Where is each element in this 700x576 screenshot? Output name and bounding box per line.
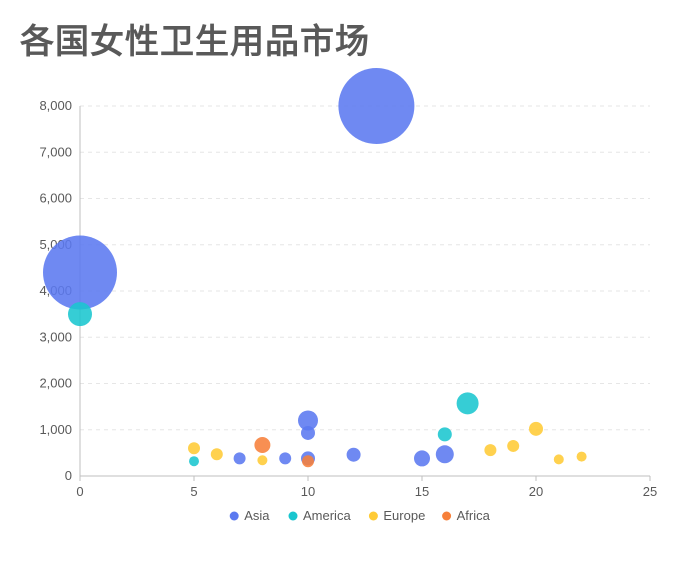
bubble-europe[interactable] <box>484 444 497 457</box>
y-tick-label: 0 <box>65 468 72 483</box>
bubble-america[interactable] <box>189 456 199 467</box>
grid-lines <box>80 105 650 431</box>
legend-item-africa[interactable]: Africa <box>442 508 491 523</box>
legend-marker <box>229 511 239 521</box>
bubble-asia[interactable] <box>43 235 117 310</box>
legend-marker <box>288 511 298 521</box>
bubble-europe[interactable] <box>553 454 564 465</box>
legend-label: Europe <box>383 508 425 523</box>
y-tick-label: 3,000 <box>39 329 72 344</box>
legend-item-asia[interactable]: Asia <box>229 508 271 523</box>
y-tick-label: 8,000 <box>39 98 72 113</box>
legend-label: Africa <box>457 508 491 523</box>
bubble-america[interactable] <box>437 427 452 442</box>
bubble-asia[interactable] <box>233 452 246 465</box>
y-tick-label: 2,000 <box>39 376 72 391</box>
bubble-asia[interactable] <box>298 410 318 431</box>
x-tick-label: 5 <box>190 484 197 499</box>
bubble-asia[interactable] <box>414 450 430 467</box>
bubble-america[interactable] <box>456 392 479 415</box>
bubble-africa[interactable] <box>254 437 271 454</box>
bubble-europe[interactable] <box>529 421 543 436</box>
x-tick-label: 0 <box>76 484 83 499</box>
legend-label: Asia <box>244 508 270 523</box>
bubble-asia[interactable] <box>301 425 315 440</box>
bubble-europe[interactable] <box>576 451 587 462</box>
bubble-asia[interactable] <box>279 452 292 465</box>
bubbles <box>43 68 587 468</box>
legend-label: America <box>303 508 351 523</box>
legend-item-europe[interactable]: Europe <box>368 508 425 523</box>
x-tick-label: 15 <box>415 484 429 499</box>
bubble-america[interactable] <box>68 302 92 327</box>
bubble-europe[interactable] <box>188 442 200 455</box>
chart-title: 各国女性卫生用品市场 <box>20 22 370 62</box>
x-tick-label: 10 <box>301 484 315 499</box>
bubble-europe[interactable] <box>210 448 223 461</box>
bubble-europe[interactable] <box>257 455 268 466</box>
x-tick-label: 25 <box>643 484 657 499</box>
legend: Asia America Europe Africa <box>229 508 491 523</box>
y-tick-label: 7,000 <box>39 144 72 159</box>
bubble-asia[interactable] <box>435 445 454 464</box>
legend-marker <box>368 511 378 521</box>
bubble-europe[interactable] <box>507 439 520 452</box>
x-tick-label: 20 <box>529 484 543 499</box>
y-tick-label: 6,000 <box>39 191 72 206</box>
bubble-asia[interactable] <box>346 447 361 462</box>
bubble-africa[interactable] <box>302 455 314 468</box>
y-tick-label: 1,000 <box>39 422 72 437</box>
bubble-asia[interactable] <box>338 68 415 144</box>
legend-marker <box>442 511 452 521</box>
legend-item-america[interactable]: America <box>288 508 352 523</box>
axes: 01,0002,0003,0004,0005,0006,0007,0008,00… <box>39 98 657 499</box>
